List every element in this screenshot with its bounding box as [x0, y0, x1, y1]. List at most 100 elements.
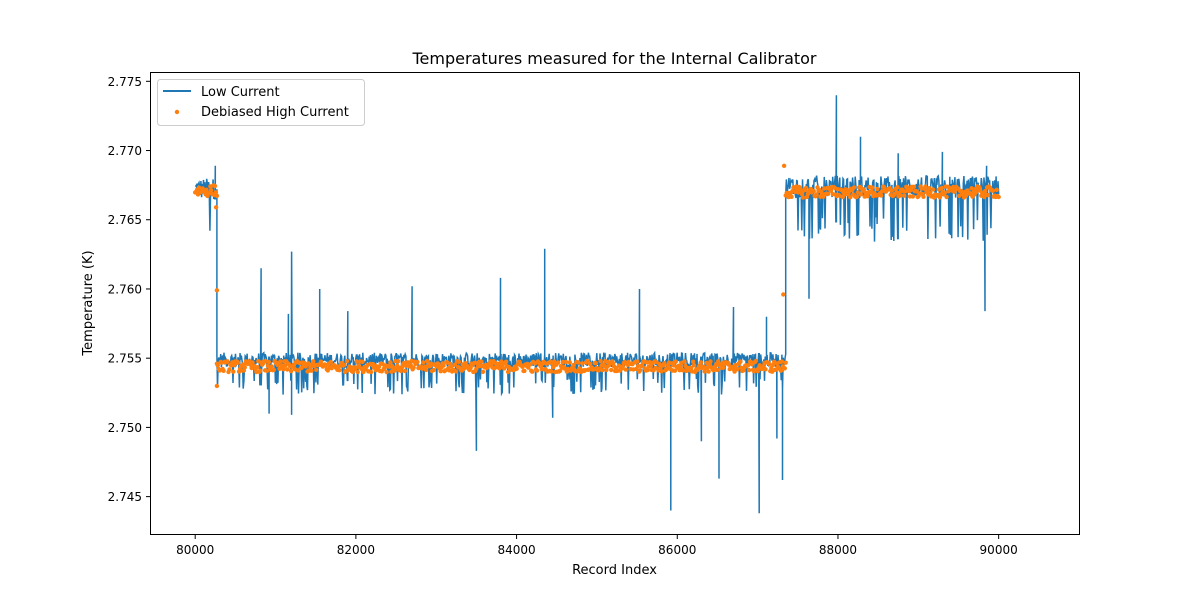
- high-current-point: [623, 367, 628, 372]
- high-current-point: [781, 292, 786, 297]
- high-current-point: [587, 361, 593, 367]
- series-debiased-high-current: [193, 163, 1001, 389]
- high-current-point: [196, 185, 202, 190]
- high-current-point: [395, 359, 401, 364]
- high-current-point: [662, 361, 667, 366]
- high-current-point: [214, 383, 220, 389]
- high-current-point: [551, 364, 556, 370]
- high-current-point: [939, 185, 944, 191]
- y-tick-label: 2.750: [108, 421, 142, 435]
- high-current-point: [549, 369, 554, 374]
- high-current-point: [355, 369, 360, 375]
- high-current-point: [505, 369, 511, 375]
- high-current-point: [360, 359, 365, 364]
- high-current-point: [604, 367, 609, 373]
- high-current-point: [720, 365, 726, 370]
- high-current-point: [368, 369, 374, 375]
- high-current-point: [556, 360, 561, 365]
- high-current-point: [691, 359, 696, 364]
- high-current-point: [875, 186, 880, 192]
- high-current-point: [705, 365, 710, 370]
- high-current-point: [689, 365, 694, 370]
- high-current-point: [342, 362, 347, 368]
- high-current-point: [870, 185, 875, 190]
- high-current-point: [288, 368, 294, 374]
- high-current-point: [811, 188, 816, 194]
- high-current-point: [318, 359, 324, 364]
- high-current-point: [865, 194, 870, 199]
- high-current-point: [438, 369, 443, 374]
- high-current-point: [456, 359, 462, 364]
- x-axis: 80000 82000 84000 86000 88000 90000: [176, 534, 1018, 557]
- high-current-point: [858, 192, 864, 197]
- high-current-point: [431, 367, 436, 373]
- y-tick-label: 2.755: [108, 352, 142, 366]
- high-current-point: [408, 362, 413, 368]
- x-tick-label: 88000: [819, 543, 857, 557]
- high-current-point: [738, 359, 743, 364]
- high-current-point: [214, 288, 220, 293]
- high-current-point: [648, 364, 653, 369]
- high-current-point: [384, 369, 389, 375]
- high-current-point: [314, 367, 319, 372]
- x-tick-label: 86000: [658, 543, 696, 557]
- high-current-point: [235, 360, 241, 365]
- high-current-point: [969, 186, 974, 191]
- high-current-point: [944, 194, 949, 200]
- high-current-point: [983, 188, 988, 194]
- high-current-point: [225, 359, 230, 364]
- high-current-point: [985, 192, 991, 198]
- high-current-point: [265, 363, 271, 369]
- high-current-point: [854, 194, 860, 199]
- y-axis: 2.745 2.750 2.755 2.760 2.765 2.770 2.775: [108, 75, 151, 504]
- high-current-point: [851, 185, 857, 190]
- high-current-point: [328, 359, 333, 365]
- high-current-point: [231, 369, 236, 374]
- high-current-point: [716, 359, 721, 364]
- high-current-point: [213, 205, 219, 210]
- high-current-point: [928, 190, 933, 195]
- high-current-point: [799, 192, 805, 197]
- high-current-point: [708, 359, 713, 364]
- legend-label-debiased-high-current: Debiased High Current: [201, 105, 349, 120]
- high-current-point: [411, 365, 416, 370]
- high-current-point: [698, 360, 704, 365]
- high-current-point: [767, 361, 772, 367]
- high-current-point: [921, 194, 926, 199]
- high-current-point: [522, 368, 527, 374]
- high-current-point: [848, 195, 853, 200]
- high-current-point: [994, 187, 999, 192]
- high-current-point: [910, 194, 916, 199]
- y-axis-label: Temperature (K): [81, 250, 96, 356]
- x-tick-label: 84000: [497, 543, 535, 557]
- high-current-point: [514, 366, 519, 371]
- high-current-point: [930, 187, 936, 192]
- high-current-point: [814, 192, 819, 197]
- high-current-point: [828, 188, 834, 193]
- high-current-point: [398, 368, 404, 374]
- high-current-point: [250, 360, 255, 365]
- high-current-point: [209, 188, 214, 193]
- legend-marker-debiased-high-current: [174, 109, 180, 115]
- high-current-point: [800, 195, 806, 200]
- high-current-point: [580, 361, 585, 366]
- high-current-point: [204, 187, 209, 192]
- high-current-point: [449, 364, 454, 369]
- high-current-point: [306, 361, 311, 366]
- high-current-point: [963, 193, 969, 198]
- high-current-point: [789, 194, 794, 199]
- high-current-point: [635, 359, 640, 364]
- high-current-point: [480, 369, 486, 374]
- high-current-point: [600, 367, 605, 373]
- high-current-point: [213, 190, 219, 195]
- high-current-point: [942, 190, 947, 195]
- high-current-point: [803, 185, 809, 191]
- high-current-point: [584, 358, 590, 364]
- high-current-point: [478, 359, 484, 364]
- high-current-point: [781, 163, 787, 168]
- legend: Low Current Debiased High Current: [157, 79, 365, 126]
- high-current-point: [902, 193, 907, 198]
- y-tick-label: 2.765: [108, 213, 142, 227]
- high-current-point: [309, 368, 314, 373]
